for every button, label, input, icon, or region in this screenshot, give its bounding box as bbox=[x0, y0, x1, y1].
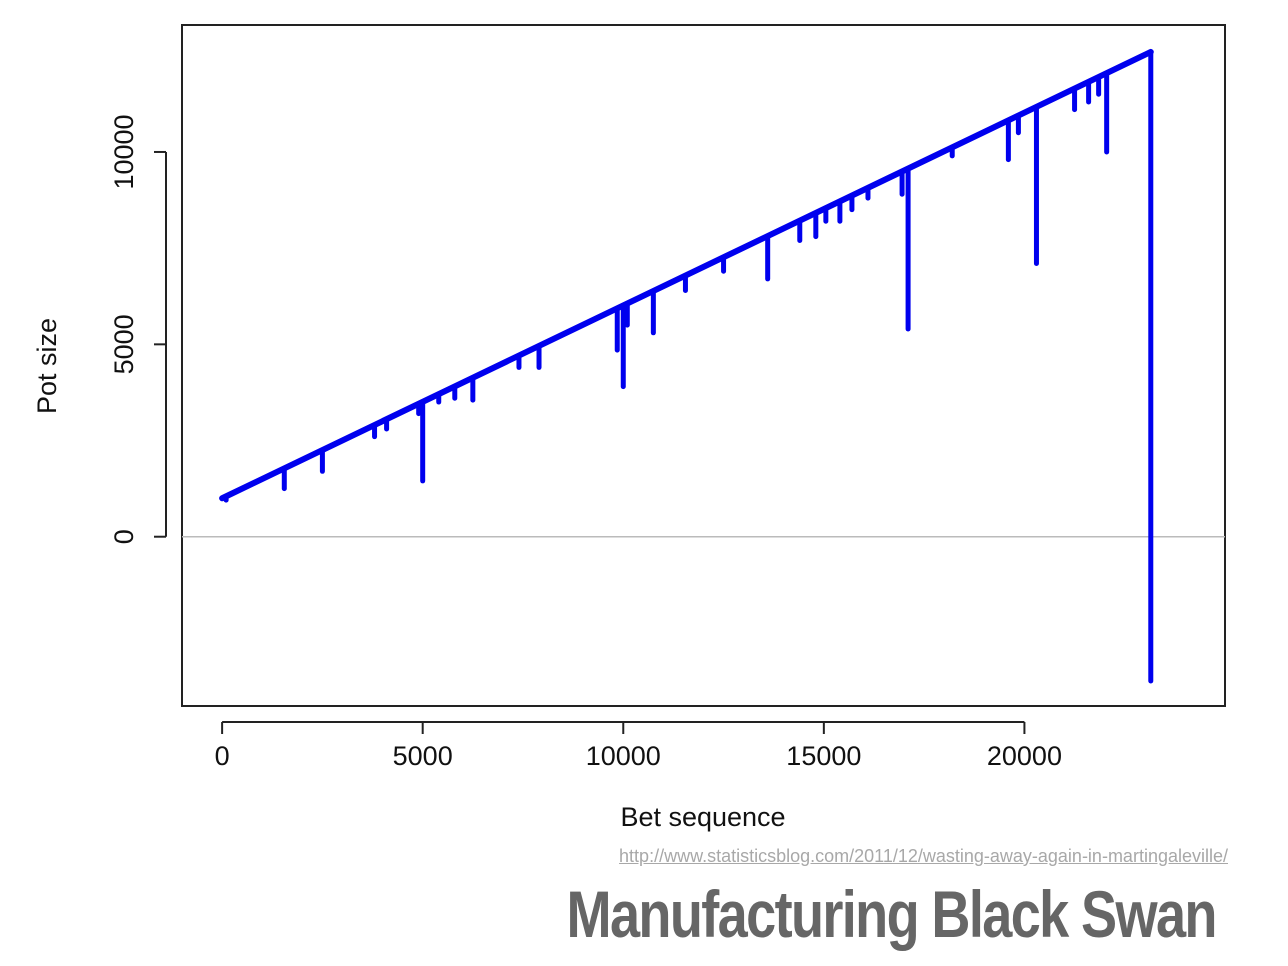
y-tick-label: 0 bbox=[109, 529, 139, 544]
x-axis-title: Bet sequence bbox=[620, 802, 785, 832]
y-tick-label: 5000 bbox=[109, 314, 139, 374]
source-link[interactable]: http://www.statisticsblog.com/2011/12/wa… bbox=[619, 846, 1228, 866]
x-tick-label: 15000 bbox=[786, 741, 861, 771]
y-tick-label: 10000 bbox=[109, 114, 139, 189]
slide-title: Manufacturing Black Swan bbox=[566, 877, 1218, 951]
series-layer bbox=[219, 48, 1154, 684]
y-axis: 0 5000 10000 bbox=[109, 114, 167, 544]
x-axis: 0 5000 10000 15000 20000 bbox=[215, 721, 1062, 771]
plot-frame bbox=[181, 24, 1226, 707]
x-tick-label: 5000 bbox=[393, 741, 453, 771]
x-tick-label: 10000 bbox=[586, 741, 661, 771]
x-tick-label: 20000 bbox=[987, 741, 1062, 771]
x-tick-label: 0 bbox=[215, 741, 230, 771]
y-axis-title: Pot size bbox=[32, 318, 62, 414]
